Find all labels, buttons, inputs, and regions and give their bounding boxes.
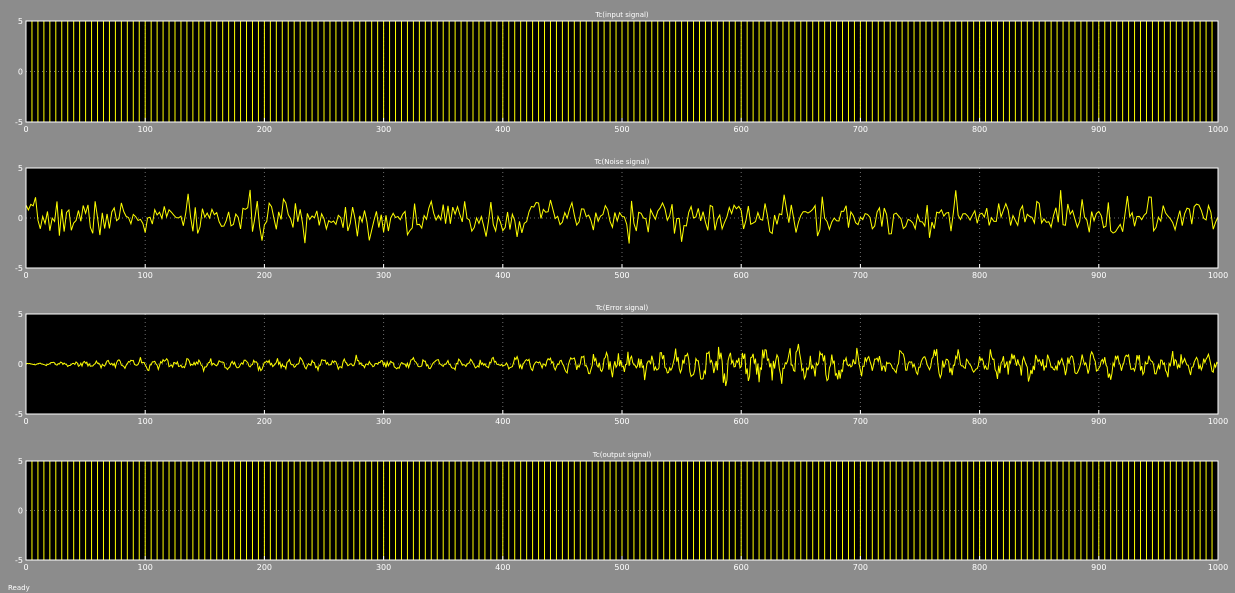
scope-panel-3: Tc(Error signal) 0 100 200 300 400 500 600 700 80… bbox=[15, 304, 1228, 426]
x-tick-label: 0 bbox=[23, 417, 28, 426]
panel-title: Tc(input signal) bbox=[594, 11, 649, 19]
x-tick-label: 900 bbox=[1091, 271, 1106, 280]
x-tick-label: 400 bbox=[495, 563, 510, 572]
x-tick-label: 700 bbox=[853, 417, 868, 426]
x-tick-label: 1000 bbox=[1208, 271, 1228, 280]
x-tick-label: 700 bbox=[853, 125, 868, 134]
signal-line bbox=[25, 20, 1219, 123]
x-tick-label: 900 bbox=[1091, 125, 1106, 134]
y-tick-label: -5 bbox=[15, 264, 23, 273]
y-tick-label: 5 bbox=[18, 457, 23, 466]
x-tick-label: 600 bbox=[734, 563, 749, 572]
y-tick-label: 5 bbox=[18, 17, 23, 26]
y-tick-label: -5 bbox=[15, 556, 23, 565]
x-tick-label: 200 bbox=[257, 417, 272, 426]
y-tick-label: -5 bbox=[15, 410, 23, 419]
x-tick-label: 500 bbox=[614, 563, 629, 572]
y-tick-label: 0 bbox=[18, 507, 23, 516]
x-tick-label: 800 bbox=[972, 271, 987, 280]
x-tick-label: 500 bbox=[614, 417, 629, 426]
signal-line bbox=[25, 343, 1219, 387]
x-tick-label: 900 bbox=[1091, 563, 1106, 572]
y-tick-label: 0 bbox=[18, 360, 23, 369]
x-tick-label: 800 bbox=[972, 417, 987, 426]
status-text: Ready bbox=[8, 584, 30, 592]
x-tick-label: 700 bbox=[853, 563, 868, 572]
x-tick-label: 300 bbox=[376, 417, 391, 426]
x-tick-label: 600 bbox=[734, 417, 749, 426]
scope-panel-4: Tc(output signal) 0 100 200 300 400 500 600 700 8… bbox=[15, 451, 1228, 572]
y-tick-label: 5 bbox=[18, 310, 23, 319]
x-tick-label: 600 bbox=[734, 271, 749, 280]
panel-title: Tc(Noise signal) bbox=[594, 158, 650, 166]
x-tick-label: 1000 bbox=[1208, 125, 1228, 134]
y-tick-label: 5 bbox=[18, 164, 23, 173]
scope-panel-2: Tc(Noise signal) 0 100 200 300 400 500 600 700 80… bbox=[15, 158, 1228, 280]
y-tick-label: 0 bbox=[18, 68, 23, 77]
y-tick-label: 0 bbox=[18, 214, 23, 223]
x-tick-label: 100 bbox=[138, 563, 153, 572]
x-tick-label: 900 bbox=[1091, 417, 1106, 426]
x-tick-label: 600 bbox=[734, 125, 749, 134]
x-tick-label: 300 bbox=[376, 271, 391, 280]
x-tick-label: 0 bbox=[23, 271, 28, 280]
x-tick-label: 200 bbox=[257, 271, 272, 280]
panel-title: Tc(Error signal) bbox=[595, 304, 649, 312]
signal-line bbox=[25, 460, 1219, 561]
x-tick-label: 400 bbox=[495, 125, 510, 134]
x-tick-label: 100 bbox=[138, 271, 153, 280]
panel-title: Tc(output signal) bbox=[592, 451, 652, 459]
y-tick-label: -5 bbox=[15, 118, 23, 127]
x-tick-label: 300 bbox=[376, 125, 391, 134]
x-tick-label: 100 bbox=[138, 125, 153, 134]
x-tick-label: 400 bbox=[495, 417, 510, 426]
x-tick-label: 500 bbox=[614, 271, 629, 280]
x-tick-label: 0 bbox=[23, 125, 28, 134]
x-tick-label: 1000 bbox=[1208, 563, 1228, 572]
x-tick-label: 700 bbox=[853, 271, 868, 280]
x-tick-label: 500 bbox=[614, 125, 629, 134]
x-tick-label: 300 bbox=[376, 563, 391, 572]
x-tick-label: 400 bbox=[495, 271, 510, 280]
scope-panel-1: Tc(input signal) 0 100 200 300 400 500 600 700 80… bbox=[15, 11, 1228, 134]
x-tick-label: 800 bbox=[972, 125, 987, 134]
x-tick-label: 0 bbox=[23, 563, 28, 572]
x-tick-label: 200 bbox=[257, 563, 272, 572]
x-tick-label: 800 bbox=[972, 563, 987, 572]
x-tick-label: 200 bbox=[257, 125, 272, 134]
signal-line bbox=[25, 189, 1219, 244]
x-tick-label: 100 bbox=[138, 417, 153, 426]
x-tick-label: 1000 bbox=[1208, 417, 1228, 426]
